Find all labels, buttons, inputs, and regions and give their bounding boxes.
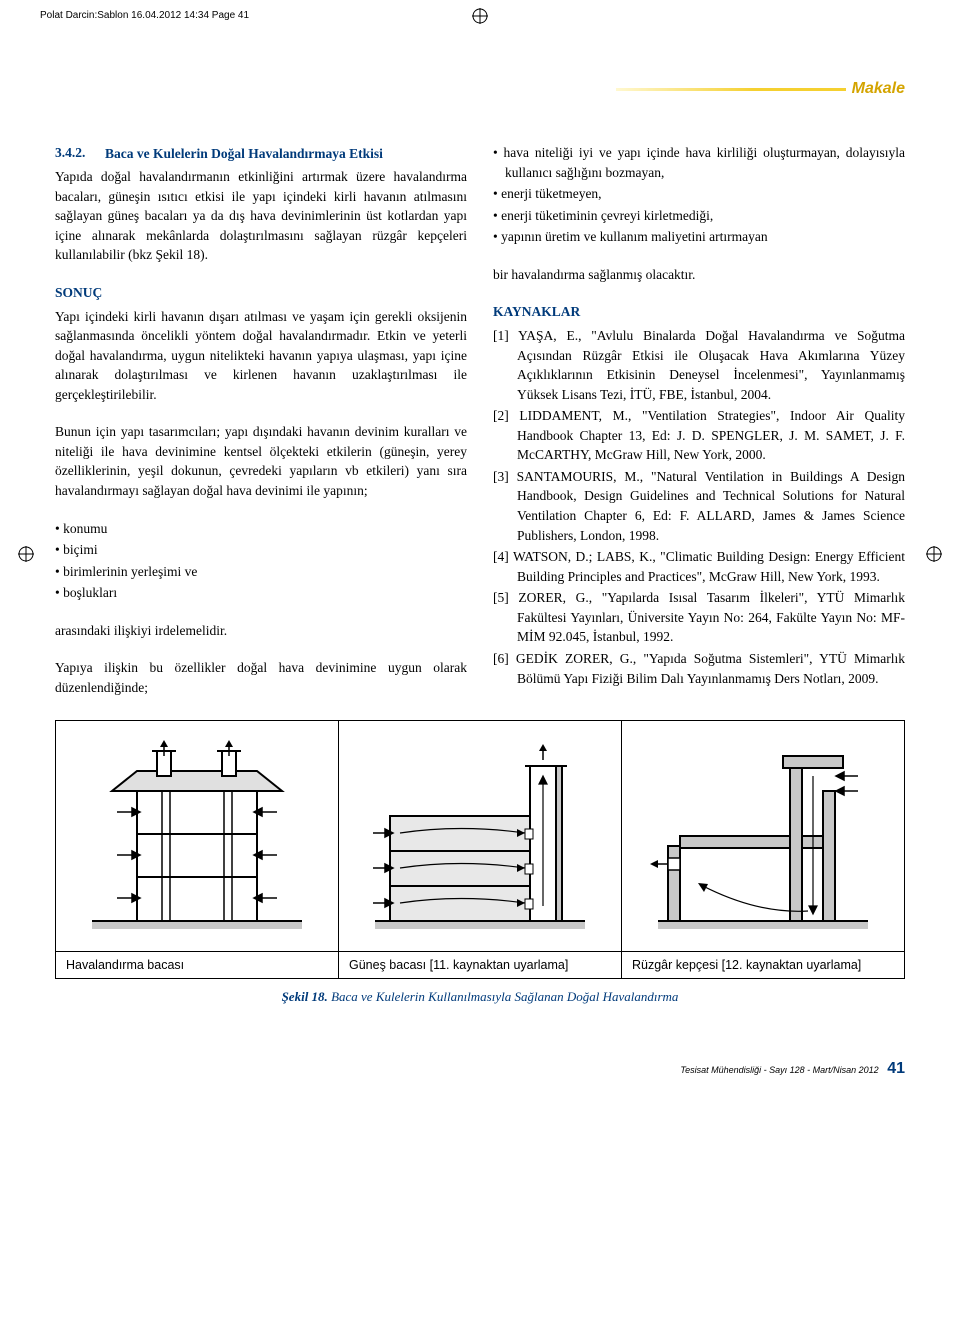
reference-item: [4] WATSON, D.; LABS, K., "Climatic Buil… xyxy=(493,547,905,586)
reference-item: [5] ZORER, G., "Yapılarda Isısal Tasarım… xyxy=(493,588,905,647)
left-column: 3.4.2. Baca ve Kulelerin Doğal Havalandı… xyxy=(55,143,467,698)
figure-cell-3 xyxy=(622,721,904,951)
figure-cell-1 xyxy=(56,721,339,951)
crop-mark-top-icon xyxy=(472,8,488,24)
right-column: • hava niteliği iyi ve yapı içinde hava … xyxy=(493,143,905,698)
section-category: Makale xyxy=(55,80,905,98)
bullet-item: • birimlerinin yerleşimi ve xyxy=(55,562,467,582)
reference-item: [1] YAŞA, E., "Avlulu Binalarda Doğal Ha… xyxy=(493,326,905,404)
page-footer: Tesisat Mühendisliği - Sayı 128 - Mart/N… xyxy=(55,1060,905,1078)
paragraph: Bunun için yapı tasarımcıları; yapı dışı… xyxy=(55,422,467,500)
figure-caption-3: Rüzgâr kepçesi [12. kaynaktan uyarlama] xyxy=(622,952,904,978)
reference-item: [3] SANTAMOURIS, M., "Natural Ventilatio… xyxy=(493,467,905,545)
reference-item: [6] GEDİK ZORER, G., "Yapıda Soğutma Sis… xyxy=(493,649,905,688)
figure-caption-2: Güneş bacası [11. kaynaktan uyarlama] xyxy=(339,952,622,978)
journal-info: Tesisat Mühendisliği - Sayı 128 - Mart/N… xyxy=(680,1065,878,1075)
crop-mark-left-icon xyxy=(18,546,34,562)
two-column-body: 3.4.2. Baca ve Kulelerin Doğal Havalandı… xyxy=(55,143,905,698)
section-title: Baca ve Kulelerin Doğal Havalandırmaya E… xyxy=(105,144,467,164)
bullet-item: • enerji tüketmeyen, xyxy=(493,184,905,204)
solar-chimney-icon xyxy=(365,736,595,936)
bullet-item: • enerji tüketiminin çevreyi kirletmediğ… xyxy=(493,206,905,226)
page: Polat Darcin:Sablon 16.04.2012 14:34 Pag… xyxy=(0,0,960,1108)
subheading-sonuc: SONUÇ xyxy=(55,283,467,303)
paragraph: bir havalandırma sağlanmış olacaktır. xyxy=(493,265,905,285)
bullet-item: • yapının üretim ve kullanım maliyetini … xyxy=(493,227,905,247)
section-number: 3.4.2. xyxy=(55,145,85,160)
figure-18: Havalandırma bacası Güneş bacası [11. ka… xyxy=(55,720,905,979)
ventilation-chimney-icon xyxy=(82,736,312,936)
section-heading: 3.4.2. Baca ve Kulelerin Doğal Havalandı… xyxy=(55,143,467,163)
crop-meta-line: Polat Darcin:Sablon 16.04.2012 14:34 Pag… xyxy=(40,10,249,21)
figure-cell-2 xyxy=(339,721,622,951)
header-underline xyxy=(616,88,846,91)
header-label-text: Makale xyxy=(852,80,905,97)
bullet-list: • konumu • biçimi • birimlerinin yerleşi… xyxy=(55,519,467,603)
figure-caption-1: Havalandırma bacası xyxy=(56,952,339,978)
reference-item: [2] LIDDAMENT, M., "Ventilation Strategi… xyxy=(493,406,905,465)
references-heading: KAYNAKLAR xyxy=(493,302,905,322)
paragraph: Yapıya ilişkin bu özellikler doğal hava … xyxy=(55,658,467,697)
paragraph: Yapıda doğal havalandırmanın etkinliğini… xyxy=(55,167,467,265)
bullet-list: • hava niteliği iyi ve yapı içinde hava … xyxy=(493,143,905,247)
crop-mark-right-icon xyxy=(926,546,942,562)
page-number: 41 xyxy=(887,1060,905,1077)
figure-row xyxy=(56,721,904,951)
paragraph: Yapı içindeki kirli havanın dışarı atılm… xyxy=(55,307,467,405)
bullet-item: • konumu xyxy=(55,519,467,539)
wind-scoop-icon xyxy=(648,736,878,936)
bullet-item: • biçimi xyxy=(55,540,467,560)
figure-main-caption: Şekil 18. Baca ve Kulelerin Kullanılması… xyxy=(55,989,905,1005)
bullet-item: • boşlukları xyxy=(55,583,467,603)
bullet-item: • hava niteliği iyi ve yapı içinde hava … xyxy=(493,143,905,182)
paragraph: arasındaki ilişkiyi irdelemelidir. xyxy=(55,621,467,641)
figure-caption-number: Şekil 18. xyxy=(282,989,328,1004)
figure-caption-row: Havalandırma bacası Güneş bacası [11. ka… xyxy=(56,951,904,978)
figure-caption-text: Baca ve Kulelerin Kullanılmasıyla Sağlan… xyxy=(328,989,679,1004)
